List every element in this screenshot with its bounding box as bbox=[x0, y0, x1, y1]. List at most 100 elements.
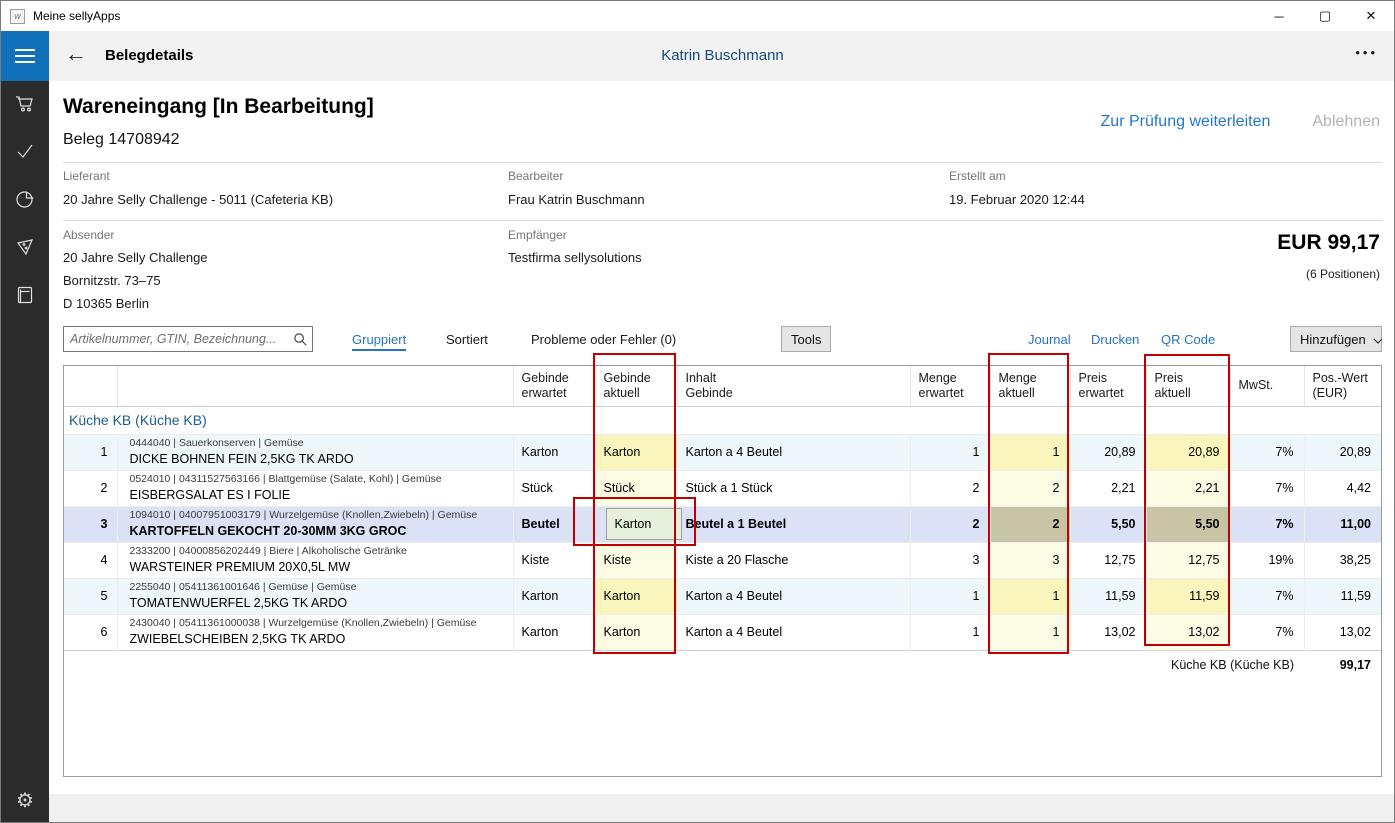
cell-article: 2430040 | 05411361000038 | Wurzelgemüse … bbox=[117, 614, 513, 650]
cell-article: 0444040 | Sauerkonserven | GemüseDICKE B… bbox=[117, 434, 513, 470]
cell-inhalt: Kiste a 20 Flasche bbox=[677, 542, 910, 578]
cell-geb-akt: Stück bbox=[595, 470, 677, 506]
cell-preis-akt: 5,50 bbox=[1146, 506, 1230, 542]
book-icon bbox=[14, 284, 36, 311]
close-button[interactable]: ✕ bbox=[1348, 1, 1394, 31]
table-row[interactable]: 2 0524010 | 04311527563166 | Blattgemüse … bbox=[64, 470, 1381, 506]
gebinde-editor-field[interactable]: Karton bbox=[606, 508, 682, 540]
cell-article: 2333200 | 04000856202449 | Biere | Alkoh… bbox=[117, 542, 513, 578]
cell-preis-akt: 2,21 bbox=[1146, 470, 1230, 506]
column-header-2: Gebindeerwartet bbox=[513, 366, 595, 406]
cell-num: 4 bbox=[64, 542, 117, 578]
title-bar: w Meine sellyApps ─ ▢ ✕ bbox=[1, 1, 1394, 31]
article-name: TOMATENWUERFEL 2,5KG TK ARDO bbox=[130, 595, 513, 611]
cell-geb-erw: Kiste bbox=[513, 542, 595, 578]
cell-preis-erw: 12,75 bbox=[1070, 542, 1146, 578]
sorted-toggle[interactable]: Sortiert bbox=[446, 332, 488, 347]
cell-geb-akt: Karton bbox=[595, 578, 677, 614]
pie-chart-icon bbox=[14, 188, 36, 215]
cell-menge-erw: 1 bbox=[910, 614, 990, 650]
sidebar-item-offers[interactable] bbox=[1, 225, 49, 273]
cell-geb-erw: Beutel bbox=[513, 506, 595, 542]
cell-wert: 13,02 bbox=[1304, 614, 1381, 650]
cell-menge-akt: 1 bbox=[990, 578, 1070, 614]
hamburger-menu-button[interactable] bbox=[1, 31, 49, 81]
search-icon[interactable] bbox=[288, 332, 312, 347]
table-footer-row: Küche KB (Küche KB)99,17 bbox=[64, 650, 1381, 679]
forward-for-review-button[interactable]: Zur Prüfung weiterleiten bbox=[1101, 113, 1271, 131]
sidebar-item-settings[interactable]: ⚙ bbox=[1, 776, 49, 823]
document-title: Wareneingang [In Bearbeitung] bbox=[63, 95, 374, 119]
print-link[interactable]: Drucken bbox=[1091, 332, 1139, 347]
cell-wert: 4,42 bbox=[1304, 470, 1381, 506]
search-input[interactable] bbox=[64, 332, 288, 346]
sidebar-item-approvals[interactable] bbox=[1, 129, 49, 177]
cell-mwst: 7% bbox=[1230, 506, 1304, 542]
footer-group-total: 99,17 bbox=[1304, 650, 1381, 679]
bottom-bar bbox=[49, 794, 1395, 823]
cell-num: 3 bbox=[64, 506, 117, 542]
article-meta: 2333200 | 04000856202449 | Biere | Alkoh… bbox=[130, 545, 513, 558]
table-row[interactable]: 3 1094010 | 04007951003179 | Wurzelgemüse… bbox=[64, 506, 1381, 542]
cell-mwst: 7% bbox=[1230, 614, 1304, 650]
article-name: KARTOFFELN GEKOCHT 20-30MM 3KG GROC bbox=[130, 523, 513, 539]
cell-wert: 11,59 bbox=[1304, 578, 1381, 614]
journal-link[interactable]: Journal bbox=[1028, 332, 1071, 347]
column-header-1 bbox=[117, 366, 513, 406]
article-meta: 1094010 | 04007951003179 | Wurzelgemüse … bbox=[130, 509, 513, 522]
check-icon bbox=[14, 140, 36, 167]
user-name: Katrin Buschmann bbox=[49, 47, 1395, 64]
cell-menge-akt: 1 bbox=[990, 614, 1070, 650]
cell-wert: 20,89 bbox=[1304, 434, 1381, 470]
cell-inhalt: Beutel a 1 Beutel bbox=[677, 506, 910, 542]
app-logo-icon: w bbox=[10, 9, 25, 24]
cell-menge-akt: 2 bbox=[990, 470, 1070, 506]
column-header-7: Preiserwartet bbox=[1070, 366, 1146, 406]
cell-geb-erw: Stück bbox=[513, 470, 595, 506]
cell-preis-erw: 5,50 bbox=[1070, 506, 1146, 542]
column-header-3: Gebindeaktuell bbox=[595, 366, 677, 406]
footer-group-label: Küche KB (Küche KB) bbox=[64, 650, 1304, 679]
cell-num: 5 bbox=[64, 578, 117, 614]
cell-wert: 11,00 bbox=[1304, 506, 1381, 542]
group-header: Küche KB (Küche KB) bbox=[64, 406, 1381, 434]
more-options-button[interactable]: ••• bbox=[1355, 45, 1378, 60]
cart-icon bbox=[14, 92, 36, 119]
problems-filter[interactable]: Probleme oder Fehler (0) bbox=[531, 332, 676, 347]
grouped-toggle[interactable]: Gruppiert bbox=[352, 332, 406, 351]
article-meta: 0524010 | 04311527563166 | Blattgemüse (… bbox=[130, 473, 513, 486]
article-name: ZWIEBELSCHEIBEN 2,5KG TK ARDO bbox=[130, 631, 513, 647]
document-total: EUR 99,17 bbox=[1277, 231, 1380, 255]
tools-button[interactable]: Tools bbox=[781, 326, 831, 352]
table-row[interactable]: 10444040 | Sauerkonserven | GemüseDICKE … bbox=[64, 434, 1381, 470]
cell-menge-akt: 2 bbox=[990, 506, 1070, 542]
table-row[interactable]: 52255040 | 05411361001646 | Gemüse | Gem… bbox=[64, 578, 1381, 614]
field-erstellt-am: Erstellt am 19. Februar 2020 12:44 bbox=[949, 169, 1085, 207]
article-meta: 2430040 | 05411361000038 | Wurzelgemüse … bbox=[130, 617, 513, 630]
cell-menge-akt: 3 bbox=[990, 542, 1070, 578]
add-button[interactable]: Hinzufügen bbox=[1290, 326, 1382, 352]
chevron-down-icon bbox=[1373, 332, 1383, 347]
qr-code-link[interactable]: QR Code bbox=[1161, 332, 1215, 347]
sidebar-item-statistics[interactable] bbox=[1, 177, 49, 225]
article-meta: 0444040 | Sauerkonserven | Gemüse bbox=[130, 437, 513, 450]
cell-preis-akt: 11,59 bbox=[1146, 578, 1230, 614]
cell-preis-erw: 11,59 bbox=[1070, 578, 1146, 614]
article-name: WARSTEINER PREMIUM 20X0,5L MW bbox=[130, 559, 513, 575]
maximize-button[interactable]: ▢ bbox=[1302, 1, 1348, 31]
reject-button[interactable]: Ablehnen bbox=[1312, 113, 1380, 131]
sidebar: ⚙ bbox=[1, 31, 49, 823]
cell-inhalt: Karton a 4 Beutel bbox=[677, 434, 910, 470]
sidebar-item-catalog[interactable] bbox=[1, 273, 49, 321]
table-header: GebindeerwartetGebindeaktuellInhaltGebin… bbox=[64, 366, 1381, 406]
article-name: EISBERGSALAT ES I FOLIE bbox=[130, 487, 513, 503]
table-row[interactable]: 4 2333200 | 04000856202449 | Biere | Alko… bbox=[64, 542, 1381, 578]
column-header-10: Pos.-Wert(EUR) bbox=[1304, 366, 1381, 406]
table-row[interactable]: 62430040 | 05411361000038 | Wurzelgemüse… bbox=[64, 614, 1381, 650]
sidebar-item-orders[interactable] bbox=[1, 81, 49, 129]
cell-mwst: 7% bbox=[1230, 578, 1304, 614]
field-bearbeiter: Bearbeiter Frau Katrin Buschmann bbox=[508, 169, 645, 207]
column-header-8: Preisaktuell bbox=[1146, 366, 1230, 406]
cell-menge-erw: 2 bbox=[910, 506, 990, 542]
minimize-button[interactable]: ─ bbox=[1256, 1, 1302, 31]
